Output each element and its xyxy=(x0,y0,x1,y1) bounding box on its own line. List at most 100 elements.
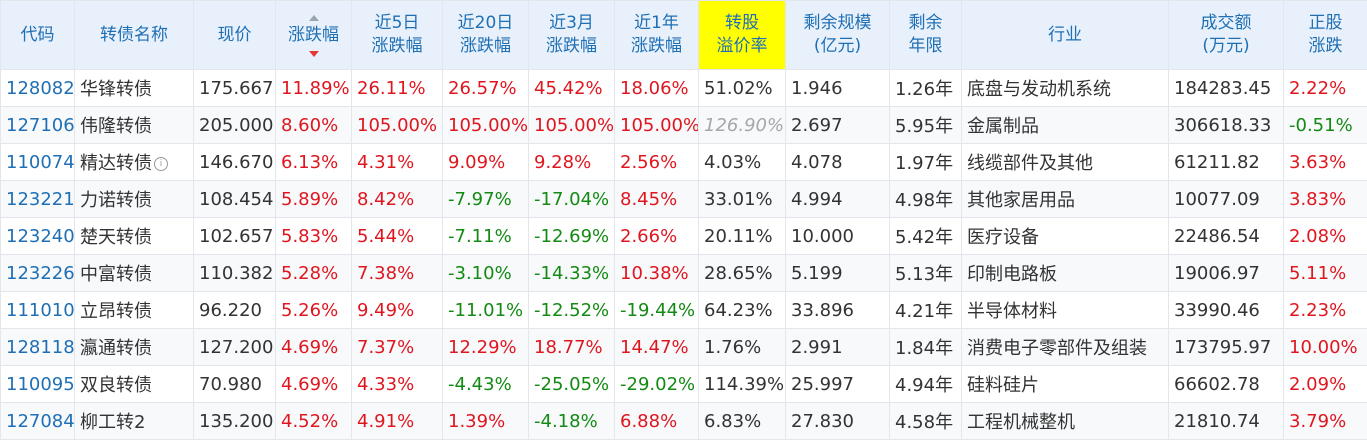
col-header-name[interactable]: 转债名称 xyxy=(74,0,194,70)
cell-chg3m: -17.04% xyxy=(528,180,615,218)
cell-code[interactable]: 123226 xyxy=(0,254,75,292)
cell-value: 64.23% xyxy=(704,299,773,321)
cell-value: 印制电路板 xyxy=(967,264,1057,285)
cell-chg5d: 26.11% xyxy=(351,69,443,107)
cell-chg5d: 4.91% xyxy=(351,402,443,440)
cell-code[interactable]: 127084 xyxy=(0,402,75,440)
cell-value: 110.382 xyxy=(199,262,274,284)
cell-value: -17.04% xyxy=(534,188,610,210)
cell-value: 96.220 xyxy=(199,299,262,321)
cell-chg1y: -19.44% xyxy=(614,291,699,329)
cell-code[interactable]: 110074 xyxy=(0,143,75,181)
cell-name[interactable]: 楚天转债 xyxy=(74,217,194,255)
cell-value: 33990.46 xyxy=(1174,299,1260,321)
col-header-chg[interactable]: 涨跌幅 xyxy=(275,0,352,70)
header-line: 现价 xyxy=(217,24,252,45)
info-icon[interactable]: i xyxy=(154,157,168,171)
cell-name[interactable]: 立昂转债 xyxy=(74,291,194,329)
table-row[interactable]: 127084 柳工转2 135.200 4.52% 4.91% 1.39% -4.18% 6.… xyxy=(0,402,1367,440)
table-row[interactable]: 123240 楚天转债 102.657 5.83% 5.44% -7.11% -12.69%… xyxy=(0,217,1367,255)
cell-value: 6.83% xyxy=(704,410,762,432)
cell-value: 173795.97 xyxy=(1174,336,1272,358)
cell-chg: 11.89% xyxy=(275,69,352,107)
cell-remain_years: 1.84年 xyxy=(889,328,962,366)
col-header-volume[interactable]: 成交额 (万元) xyxy=(1168,0,1284,70)
cell-volume: 10077.09 xyxy=(1168,180,1284,218)
table-row[interactable]: 123226 中富转债 110.382 5.28% 7.38% -3.10% -14.33%… xyxy=(0,254,1367,292)
cell-volume: 22486.54 xyxy=(1168,217,1284,255)
cell-name[interactable]: 瀛通转债 xyxy=(74,328,194,366)
cell-code[interactable]: 123221 xyxy=(0,180,75,218)
cell-industry: 其他家居用品 xyxy=(961,180,1169,218)
table-row[interactable]: 123221 力诺转债 108.454 5.89% 8.42% -7.97% -17.04%… xyxy=(0,180,1367,218)
col-header-stock_chg[interactable]: 正股 涨跌 xyxy=(1283,0,1367,70)
cell-chg20d: 1.39% xyxy=(442,402,529,440)
col-header-code[interactable]: 代码 xyxy=(0,0,75,70)
cell-code[interactable]: 110095 xyxy=(0,365,75,403)
cell-industry: 印制电路板 xyxy=(961,254,1169,292)
cell-code[interactable]: 128118 xyxy=(0,328,75,366)
cell-code[interactable]: 128082 xyxy=(0,69,75,107)
table-row[interactable]: 110074 精达转债 i 146.670 6.13% 4.31% 9.09% 9.28% 2.… xyxy=(0,143,1367,181)
cell-chg: 4.69% xyxy=(275,328,352,366)
cell-value: 4.69% xyxy=(281,373,339,395)
cell-name[interactable]: 双良转债 xyxy=(74,365,194,403)
cell-value: 硅料硅片 xyxy=(967,375,1039,396)
cell-value: 4.078 xyxy=(791,151,843,173)
cell-value: 70.980 xyxy=(199,373,262,395)
cell-value: 127.200 xyxy=(199,336,274,358)
sort-descending-icon[interactable] xyxy=(308,50,319,57)
col-header-premium[interactable]: 转股 溢价率 xyxy=(698,0,786,70)
cell-value: 消费电子零部件及组装 xyxy=(967,338,1147,359)
cell-chg20d: 9.09% xyxy=(442,143,529,181)
table-row[interactable]: 127106 伟隆转债 205.000 8.60% 105.00% 105.00% 105.… xyxy=(0,106,1367,144)
col-header-price[interactable]: 现价 xyxy=(193,0,276,70)
cell-remain_years: 4.98年 xyxy=(889,180,962,218)
cell-value: 8.60% xyxy=(281,114,339,136)
col-header-remain_size[interactable]: 剩余规模 (亿元) xyxy=(785,0,890,70)
cell-name[interactable]: 柳工转2 xyxy=(74,402,194,440)
cell-name[interactable]: 力诺转债 xyxy=(74,180,194,218)
cell-industry: 金属制品 xyxy=(961,106,1169,144)
cell-value: 105.00% xyxy=(620,114,699,136)
cell-value: 110074 xyxy=(6,151,75,173)
cell-remain_years: 4.58年 xyxy=(889,402,962,440)
table-row[interactable]: 128118 瀛通转债 127.200 4.69% 7.37% 12.29% 18.77% 1… xyxy=(0,328,1367,366)
cell-industry: 工程机械整机 xyxy=(961,402,1169,440)
cell-name[interactable]: 中富转债 xyxy=(74,254,194,292)
cell-chg1y: 14.47% xyxy=(614,328,699,366)
cell-chg1y: 2.56% xyxy=(614,143,699,181)
cell-industry: 医疗设备 xyxy=(961,217,1169,255)
col-header-industry[interactable]: 行业 xyxy=(961,0,1169,70)
cell-value: 33.896 xyxy=(791,299,854,321)
cell-value: 线缆部件及其他 xyxy=(967,153,1093,174)
cell-price: 108.454 xyxy=(193,180,276,218)
col-header-remain_years[interactable]: 剩余 年限 xyxy=(889,0,962,70)
sort-ascending-icon[interactable] xyxy=(308,14,319,21)
cell-value: 20.11% xyxy=(704,225,773,247)
cell-name[interactable]: 精达转债 i xyxy=(74,143,194,181)
cell-value: -4.18% xyxy=(534,410,598,432)
cell-value: 2.09% xyxy=(1289,373,1347,395)
cell-name[interactable]: 伟隆转债 xyxy=(74,106,194,144)
col-header-chg20d[interactable]: 近20日 涨跌幅 xyxy=(442,0,529,70)
cell-code[interactable]: 123240 xyxy=(0,217,75,255)
cell-chg3m: 18.77% xyxy=(528,328,615,366)
cell-chg: 4.69% xyxy=(275,365,352,403)
table-row[interactable]: 111010 立昂转债 96.220 5.26% 9.49% -11.01% -12.52%… xyxy=(0,291,1367,329)
cell-value: 9.09% xyxy=(448,151,506,173)
cell-code[interactable]: 127106 xyxy=(0,106,75,144)
cell-price: 70.980 xyxy=(193,365,276,403)
col-header-chg3m[interactable]: 近3月 涨跌幅 xyxy=(528,0,615,70)
cell-price: 102.657 xyxy=(193,217,276,255)
cell-premium: 1.76% xyxy=(698,328,786,366)
cell-value: 123221 xyxy=(6,188,75,210)
col-header-chg1y[interactable]: 近1年 涨跌幅 xyxy=(614,0,699,70)
cell-remain_years: 5.13年 xyxy=(889,254,962,292)
table-row[interactable]: 128082 华锋转债 175.667 11.89% 26.11% 26.57% 45.42… xyxy=(0,69,1367,107)
table-row[interactable]: 110095 双良转债 70.980 4.69% 4.33% -4.43% -25.05% -… xyxy=(0,365,1367,403)
col-header-chg5d[interactable]: 近5日 涨跌幅 xyxy=(351,0,443,70)
cell-name[interactable]: 华锋转债 xyxy=(74,69,194,107)
cell-value: 半导体材料 xyxy=(967,301,1057,322)
cell-code[interactable]: 111010 xyxy=(0,291,75,329)
